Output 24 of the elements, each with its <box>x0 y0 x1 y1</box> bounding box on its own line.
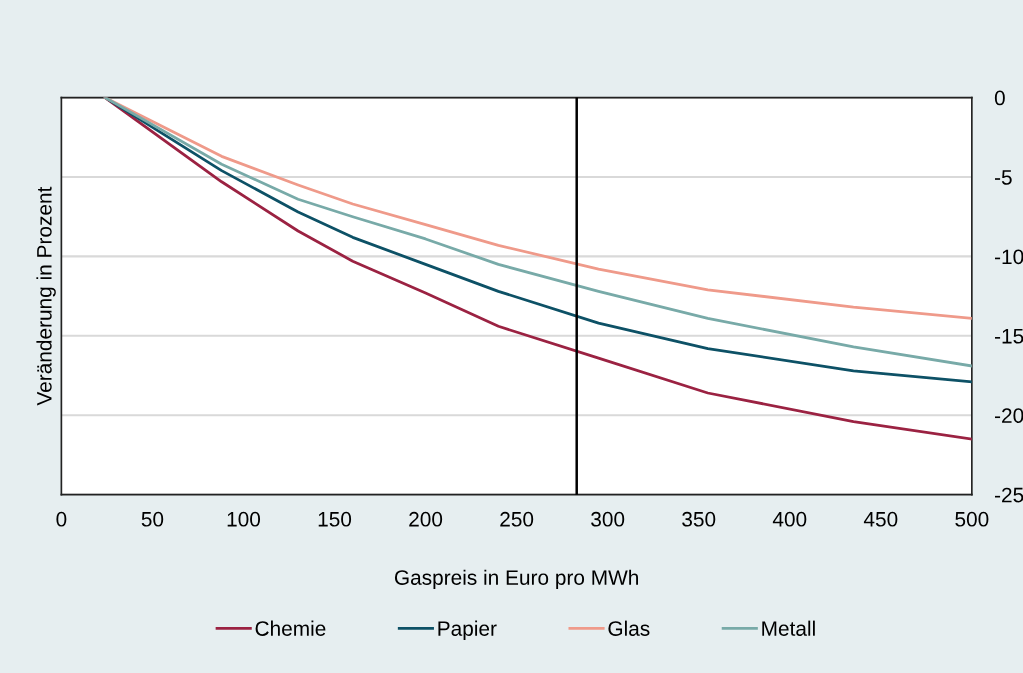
y-tick-label: -15 <box>995 329 1023 344</box>
legend-label: Papier <box>438 620 497 641</box>
x-tick-label: 450 <box>863 511 898 527</box>
legend-label: Glas <box>608 620 650 636</box>
y-tick-label: 0 <box>994 90 1005 106</box>
y-tick-label: -25 <box>995 487 1023 503</box>
x-tick-label: 300 <box>591 511 625 527</box>
x-tick-label: 400 <box>772 511 807 527</box>
y-tick-label: -10 <box>995 249 1023 265</box>
line-series <box>103 97 972 441</box>
legend-label: Metall <box>762 620 815 636</box>
x-axis-title: Gaspreis in Euro pro MWh <box>394 569 638 590</box>
y-axis-title: Veränderung in Prozent <box>36 186 56 406</box>
x-tick-label: 100 <box>227 511 261 527</box>
x-tick-label: 150 <box>318 511 352 527</box>
x-tick-label: 200 <box>409 511 443 527</box>
legend-label: Chemie <box>255 620 326 636</box>
y-tick-label: -20 <box>995 408 1023 423</box>
y-tick-label: -5 <box>995 170 1012 185</box>
x-tick-label: 50 <box>141 511 164 527</box>
x-tick-label: 250 <box>500 511 534 527</box>
x-tick-label: 350 <box>682 511 716 527</box>
x-tick-label: 500 <box>955 511 989 527</box>
x-tick-label: 0 <box>56 511 67 527</box>
